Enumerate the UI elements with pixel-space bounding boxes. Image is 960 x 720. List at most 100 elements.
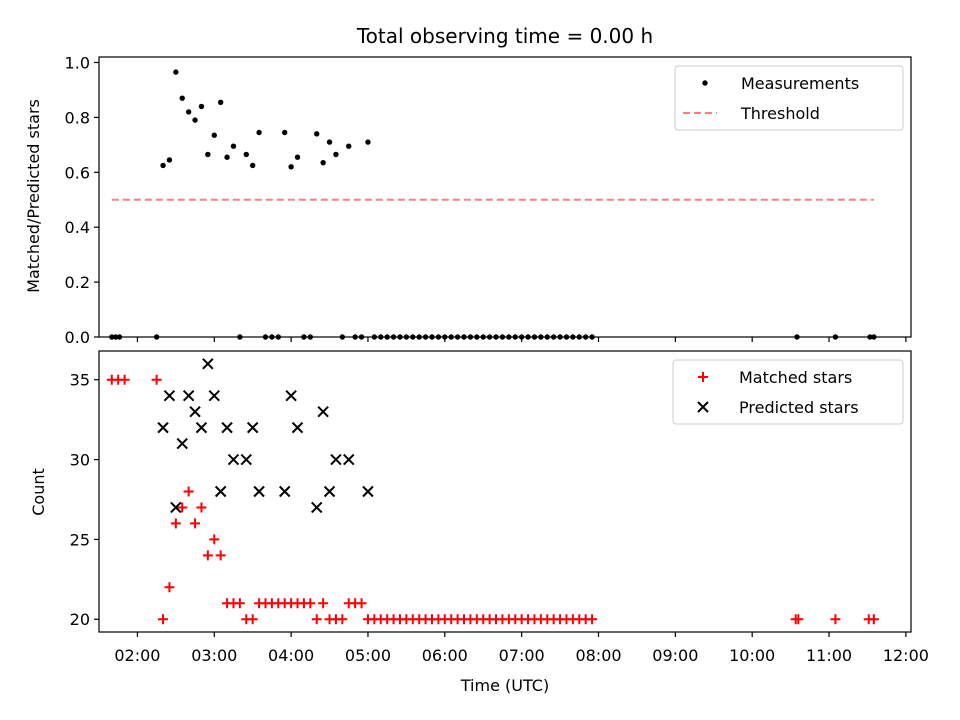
y-tick-label: 35 <box>70 371 90 390</box>
measurement-point <box>211 132 217 138</box>
x-tick-label: 04:00 <box>268 646 314 665</box>
legend: Measurements Threshold <box>674 65 904 131</box>
measurement-point <box>288 164 294 170</box>
predicted-star-marker <box>157 421 169 434</box>
predicted-star-marker <box>311 501 323 514</box>
predicted-star-marker <box>279 485 291 498</box>
predicted-star-marker <box>202 358 214 370</box>
y-tick-label: 0.4 <box>65 218 90 237</box>
matched-star-marker <box>170 518 181 529</box>
measurement-point <box>179 95 185 101</box>
predicted-star-marker <box>317 405 329 418</box>
measurement-point <box>256 129 262 136</box>
bottom-y-axis-label: Count <box>29 468 48 516</box>
measurement-point <box>198 103 205 110</box>
y-tick-label: 0.8 <box>65 108 90 127</box>
measurement-point <box>282 129 288 136</box>
measurement-point <box>192 117 198 123</box>
legend: Matched stars Predicted stars <box>672 359 904 425</box>
measurement-point <box>326 139 333 145</box>
matched-star-marker <box>215 550 226 561</box>
x-axis-label: Time (UTC) <box>460 676 549 695</box>
measurement-point <box>249 162 256 169</box>
predicted-star-marker <box>189 405 201 418</box>
x-tick-label: 12:00 <box>883 646 929 665</box>
measurement-point <box>320 159 326 166</box>
predicted-star-marker <box>240 453 252 466</box>
top-plot-panel: 0.0 0.2 0.4 0.6 0.8 1.0 Measurements Threshold <box>65 53 912 347</box>
matched-star-marker <box>177 502 188 513</box>
predicted-star-marker <box>253 485 265 498</box>
measurement-point <box>205 151 211 158</box>
matched-star-marker <box>311 614 322 625</box>
measurement-point <box>243 151 249 158</box>
y-tick-label: 25 <box>70 530 90 549</box>
matched-star-marker <box>158 614 169 625</box>
measurement-point <box>160 162 166 169</box>
measurement-point <box>294 154 301 160</box>
measurement-point <box>185 109 192 115</box>
predicted-star-marker <box>343 453 355 466</box>
predicted-star-marker <box>362 485 374 498</box>
axes-frame <box>98 350 912 633</box>
legend-label: Measurements <box>741 74 859 93</box>
predicted-star-marker <box>176 437 188 450</box>
matched-star-marker <box>318 598 329 609</box>
predicted-star-marker <box>323 485 336 498</box>
legend-x-marker <box>697 401 709 413</box>
predicted-star-marker <box>291 421 304 434</box>
figure-title: Total observing time = 0.00 h <box>356 24 653 48</box>
y-tick-label: 1.0 <box>65 53 90 72</box>
predicted-star-marker <box>163 389 176 402</box>
axes-frame <box>98 56 912 338</box>
matched-star-marker <box>305 598 316 609</box>
legend-label: Threshold <box>740 104 820 123</box>
matched-star-marker <box>356 598 367 609</box>
x-tick-label: 05:00 <box>345 646 391 665</box>
matched-star-marker <box>119 374 130 385</box>
legend-box <box>674 65 904 131</box>
x-tick-label: 06:00 <box>422 646 468 665</box>
matched-star-marker <box>830 614 841 625</box>
predicted-star-marker <box>227 453 240 466</box>
matched-star-marker <box>209 534 220 545</box>
measurement-point <box>166 157 173 163</box>
matched-star-marker <box>793 614 804 625</box>
x-tick-label: 07:00 <box>499 646 545 665</box>
predicted-star-marker <box>182 389 195 402</box>
predicted-star-marker <box>208 389 220 402</box>
predicted-star-marker <box>285 389 297 402</box>
measurement-point <box>314 131 320 137</box>
matched-star-marker <box>183 486 194 497</box>
bottom-plot-panel: 20 25 30 35 02:00 03:00 04:00 05:00 06:00 07:00 08… <box>70 350 929 665</box>
predicted-star-marker <box>195 421 208 434</box>
top-y-axis-label: Matched/Predicted stars <box>24 99 43 293</box>
y-tick-label: 0.0 <box>65 328 90 347</box>
legend-label: Predicted stars <box>739 398 859 417</box>
matched-star-marker <box>234 598 245 609</box>
x-tick-label: 11:00 <box>806 646 852 665</box>
measurement-point <box>333 151 339 158</box>
matched-star-marker <box>151 374 162 385</box>
y-tick-label: 0.2 <box>65 273 90 292</box>
matched-star-marker <box>196 502 207 513</box>
measurement-point <box>365 139 371 145</box>
x-tick-label: 02:00 <box>114 646 160 665</box>
predicted-star-marker <box>246 421 259 434</box>
measurement-point <box>224 154 230 160</box>
legend-dot-marker <box>702 80 708 86</box>
matched-star-marker <box>190 518 201 529</box>
x-tick-label: 10:00 <box>729 646 775 665</box>
measurement-point <box>173 69 179 75</box>
predicted-star-marker <box>330 453 342 466</box>
y-tick-label: 20 <box>70 610 90 629</box>
predicted-star-marker <box>214 485 227 498</box>
matched-star-marker <box>337 614 348 625</box>
predicted-star-marker <box>170 501 182 514</box>
measurement-point <box>346 143 352 149</box>
predicted-star-marker <box>221 421 233 434</box>
x-tick-label: 03:00 <box>191 646 237 665</box>
measurement-point <box>217 99 224 105</box>
legend-box <box>672 359 904 425</box>
legend-label: Matched stars <box>739 368 852 387</box>
